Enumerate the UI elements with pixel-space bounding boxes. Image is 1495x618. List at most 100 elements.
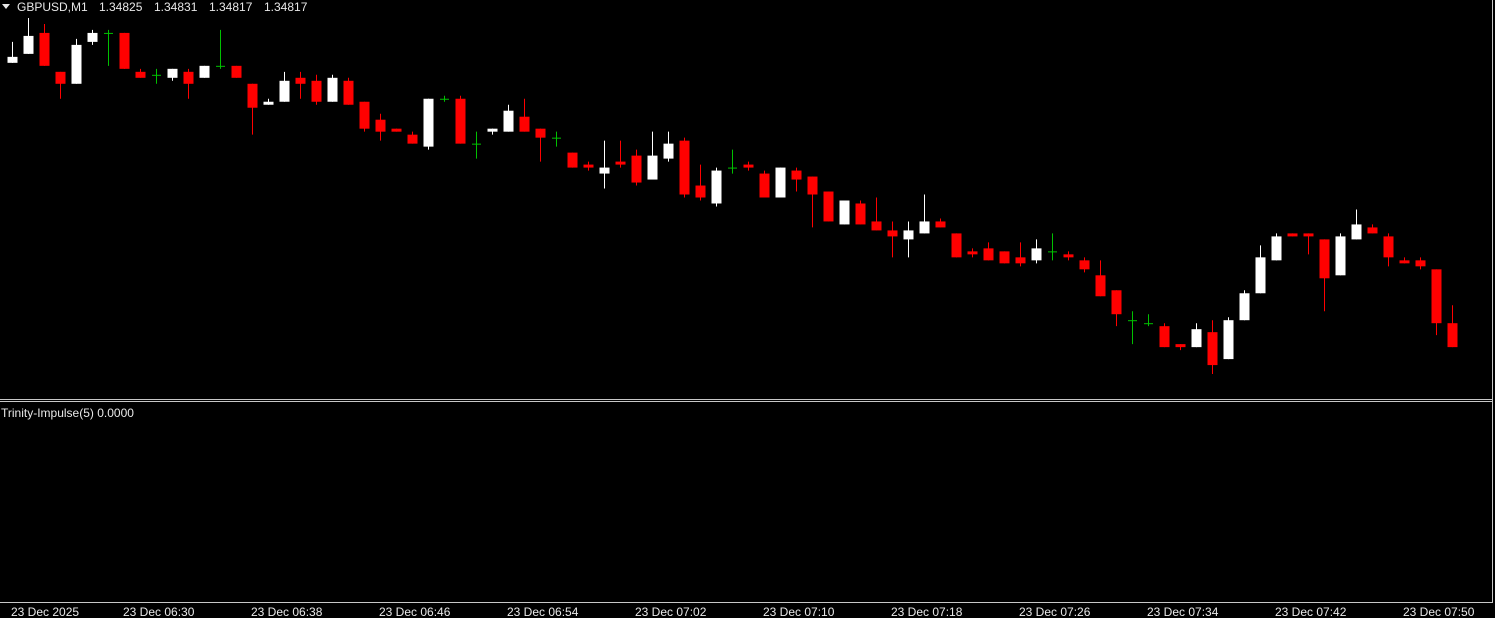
candle-body	[871, 221, 882, 231]
candle-body	[231, 65, 242, 78]
candle-body	[39, 32, 50, 66]
candle-body	[1031, 248, 1042, 261]
candle-body	[807, 176, 818, 195]
candle-body	[199, 65, 210, 78]
time-labels: 23 Dec 2025 23 Dec 06:30 23 Dec 06:38 23 De…	[11, 605, 1475, 618]
candle-body	[615, 161, 626, 165]
candle-body	[967, 251, 978, 255]
time-label: 23 Dec 2025	[11, 605, 79, 618]
candle-body	[23, 35, 34, 54]
time-label: 23 Dec 06:30	[123, 605, 195, 618]
candle-body	[343, 80, 354, 105]
candle-body	[1383, 236, 1394, 258]
time-label: 23 Dec 07:02	[635, 605, 707, 618]
candles	[7, 17, 1458, 375]
candle-body	[1207, 332, 1218, 366]
ohlc-close: 1.34817	[264, 0, 308, 14]
candle-body	[1367, 227, 1378, 234]
ohlc-low: 1.34817	[209, 0, 253, 14]
time-label: 23 Dec 07:42	[1275, 605, 1347, 618]
candle-body	[983, 248, 994, 261]
menu-triangle[interactable]	[2, 4, 10, 9]
ohlc-open: 1.34825	[99, 0, 143, 14]
candle-body	[183, 71, 194, 84]
candle-body	[775, 167, 786, 198]
time-label: 23 Dec 07:18	[891, 605, 963, 618]
candle-body	[663, 143, 674, 159]
candle-body	[455, 98, 466, 144]
candle-body	[999, 251, 1010, 264]
candle-body	[1255, 257, 1266, 294]
indicator-label: Trinity-Impulse(5) 0.0000	[1, 406, 134, 420]
candle-body	[1095, 275, 1106, 297]
candle-body	[855, 203, 866, 225]
candle-body	[647, 155, 658, 180]
ohlc-high: 1.34831	[154, 0, 198, 14]
candle-body	[919, 221, 930, 234]
time-label: 23 Dec 06:46	[379, 605, 451, 618]
time-label: 23 Dec 07:34	[1147, 605, 1219, 618]
candle-body	[599, 167, 610, 174]
candle-body	[71, 44, 82, 84]
candle-body	[567, 152, 578, 168]
candle-body	[1191, 329, 1202, 348]
candle-body	[791, 170, 802, 180]
candle-body	[711, 170, 722, 204]
symbol-title: GBPUSD,M1	[17, 0, 88, 14]
candle-body	[823, 191, 834, 222]
candle-body	[1111, 290, 1122, 315]
time-label: 23 Dec 06:38	[251, 605, 323, 618]
candle-body	[519, 116, 530, 132]
candle-body	[87, 32, 98, 42]
candle-body	[839, 200, 850, 225]
candle-body	[903, 230, 914, 240]
candle-body	[263, 101, 274, 105]
candle-body	[359, 101, 370, 129]
candle-body	[1159, 326, 1170, 348]
candle-body	[1223, 320, 1234, 360]
candle-body	[503, 110, 514, 132]
candle-body	[407, 134, 418, 144]
candle-body	[7, 56, 18, 63]
candle-body	[279, 80, 290, 102]
candle-body	[1079, 260, 1090, 270]
candle-body	[1303, 233, 1314, 237]
candle-body	[295, 77, 306, 84]
candle-body	[1175, 344, 1186, 348]
time-label: 23 Dec 06:54	[507, 605, 579, 618]
candle-body	[247, 83, 258, 108]
candle-body	[119, 32, 130, 69]
candle-body	[695, 185, 706, 198]
candle-body	[135, 71, 146, 78]
candle-body	[423, 98, 434, 147]
candle-body	[1335, 236, 1346, 276]
candle-body	[1015, 257, 1026, 264]
candle-body	[1287, 233, 1298, 237]
candle-body	[887, 230, 898, 237]
candle-body	[167, 68, 178, 78]
candle-body	[631, 155, 642, 183]
candle-body	[55, 71, 66, 84]
candle-body	[1399, 260, 1410, 264]
candle-body	[935, 221, 946, 228]
candle-body	[311, 80, 322, 102]
candle-body	[1447, 323, 1458, 348]
candle-body	[487, 128, 498, 132]
candle-body	[1271, 236, 1282, 261]
time-label: 23 Dec 07:50	[1403, 605, 1475, 618]
candle-body	[1319, 239, 1330, 279]
candle-body	[327, 77, 338, 102]
candle-body	[1431, 269, 1442, 324]
candle-body	[743, 164, 754, 168]
time-label: 23 Dec 07:26	[1019, 605, 1091, 618]
candle-body	[1351, 224, 1362, 240]
candle-body	[679, 140, 690, 195]
time-label: 23 Dec 07:10	[763, 605, 835, 618]
candle-body	[951, 233, 962, 258]
candle-body	[583, 164, 594, 168]
candle-body	[1415, 260, 1426, 267]
candle-body	[535, 128, 546, 138]
candle-body	[759, 173, 770, 198]
